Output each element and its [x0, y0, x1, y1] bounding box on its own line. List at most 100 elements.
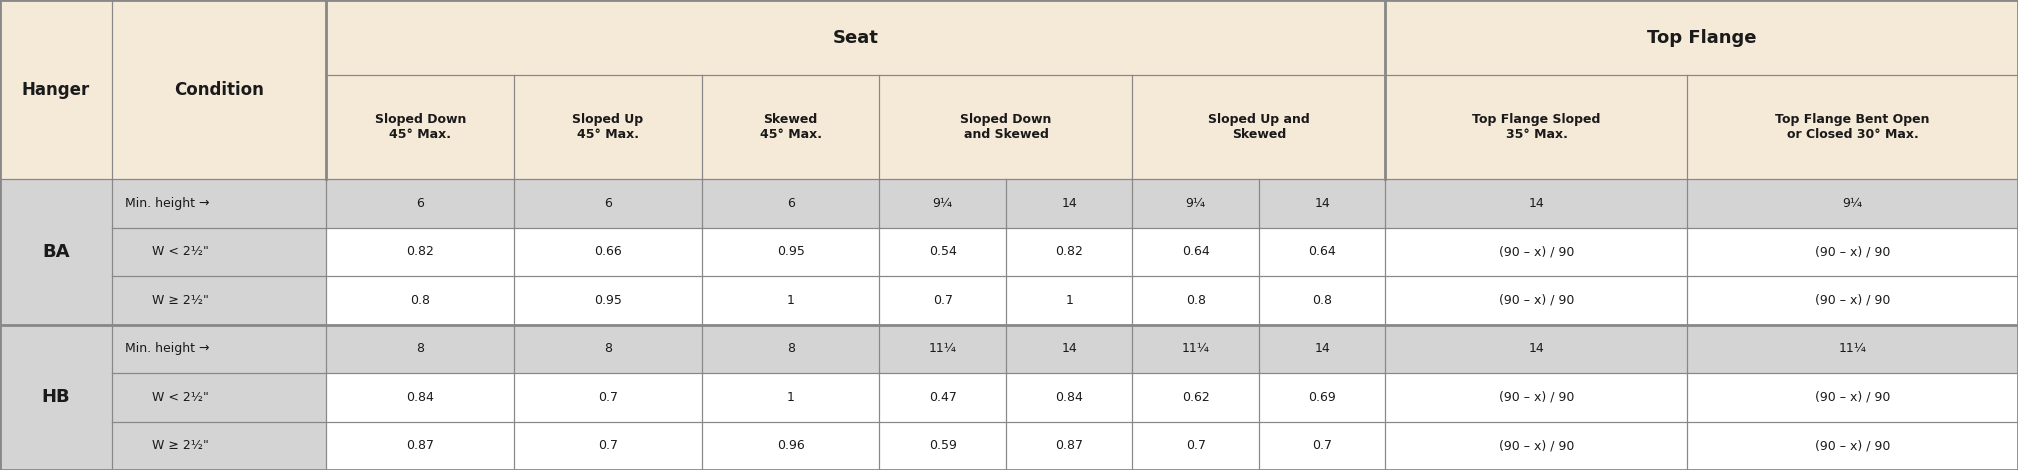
Text: 14: 14	[1314, 197, 1330, 210]
Bar	[1386, 325, 1687, 373]
Text: Sloped Up and
Skewed: Sloped Up and Skewed	[1209, 113, 1310, 141]
Text: Sloped Up
45° Max.: Sloped Up 45° Max.	[573, 113, 644, 141]
Text: 8: 8	[787, 342, 795, 355]
Bar	[1687, 325, 2018, 373]
Bar	[1132, 179, 1259, 228]
Bar	[880, 325, 1005, 373]
Text: 11¼: 11¼	[928, 342, 957, 355]
Text: 0.82: 0.82	[406, 245, 434, 258]
Bar	[702, 422, 880, 470]
Text: 1: 1	[1066, 294, 1074, 307]
Bar	[1005, 325, 1132, 373]
Text: Seat: Seat	[833, 29, 880, 47]
Text: 0.47: 0.47	[928, 391, 957, 404]
Text: 11¼: 11¼	[1838, 342, 1867, 355]
Text: W ≥ 2½": W ≥ 2½"	[153, 294, 210, 307]
Text: 0.7: 0.7	[1187, 439, 1205, 452]
Bar	[1132, 325, 1259, 373]
Bar	[515, 276, 702, 325]
Text: 9¼: 9¼	[932, 197, 952, 210]
Text: 0.95: 0.95	[777, 245, 805, 258]
Text: 0.66: 0.66	[593, 245, 622, 258]
Text: 9¼: 9¼	[1842, 197, 1863, 210]
Text: 0.7: 0.7	[1312, 439, 1332, 452]
Bar	[1132, 276, 1259, 325]
Bar	[1259, 179, 1386, 228]
Text: 0.54: 0.54	[928, 245, 957, 258]
Text: 0.7: 0.7	[597, 439, 618, 452]
Bar	[0, 179, 113, 325]
Text: 11¼: 11¼	[1183, 342, 1209, 355]
Text: 1: 1	[787, 294, 795, 307]
Bar	[880, 75, 1132, 179]
Bar	[1386, 0, 2018, 75]
Bar	[880, 373, 1005, 422]
Bar	[515, 373, 702, 422]
Text: (90 – x) / 90: (90 – x) / 90	[1499, 439, 1574, 452]
Text: 0.96: 0.96	[777, 439, 805, 452]
Text: W < 2½": W < 2½"	[153, 245, 210, 258]
Text: 6: 6	[787, 197, 795, 210]
Text: (90 – x) / 90: (90 – x) / 90	[1814, 439, 1891, 452]
Bar	[1687, 422, 2018, 470]
Text: 0.7: 0.7	[597, 391, 618, 404]
Bar	[1386, 228, 1687, 276]
Text: 0.64: 0.64	[1183, 245, 1209, 258]
Text: 0.59: 0.59	[928, 439, 957, 452]
Bar	[327, 422, 515, 470]
Bar	[1687, 228, 2018, 276]
Bar	[327, 179, 515, 228]
Bar	[1386, 179, 1687, 228]
Bar	[515, 75, 702, 179]
Bar	[113, 276, 327, 325]
Text: (90 – x) / 90: (90 – x) / 90	[1499, 294, 1574, 307]
Bar	[113, 228, 327, 276]
Bar	[880, 422, 1005, 470]
Text: Min. height →: Min. height →	[125, 342, 210, 355]
Bar	[1259, 276, 1386, 325]
Text: 0.87: 0.87	[406, 439, 434, 452]
Bar	[1259, 422, 1386, 470]
Bar	[113, 0, 327, 179]
Bar	[702, 276, 880, 325]
Text: 0.95: 0.95	[593, 294, 622, 307]
Text: BA: BA	[42, 243, 71, 261]
Text: 0.62: 0.62	[1183, 391, 1209, 404]
Bar	[880, 276, 1005, 325]
Bar	[1386, 422, 1687, 470]
Text: 6: 6	[603, 197, 611, 210]
Bar	[1386, 373, 1687, 422]
Bar	[113, 179, 327, 228]
Bar	[702, 179, 880, 228]
Text: 0.82: 0.82	[1055, 245, 1084, 258]
Bar	[1259, 373, 1386, 422]
Bar	[515, 422, 702, 470]
Text: 14: 14	[1528, 197, 1544, 210]
Text: (90 – x) / 90: (90 – x) / 90	[1499, 391, 1574, 404]
Text: 0.8: 0.8	[1187, 294, 1205, 307]
Text: (90 – x) / 90: (90 – x) / 90	[1814, 245, 1891, 258]
Text: 8: 8	[416, 342, 424, 355]
Text: Sloped Down
and Skewed: Sloped Down and Skewed	[961, 113, 1051, 141]
Bar	[1386, 75, 1687, 179]
Bar	[327, 276, 515, 325]
Bar	[702, 325, 880, 373]
Bar	[515, 228, 702, 276]
Text: Min. height →: Min. height →	[125, 197, 210, 210]
Text: HB: HB	[42, 388, 71, 407]
Text: 0.64: 0.64	[1308, 245, 1336, 258]
Bar	[1687, 373, 2018, 422]
Bar	[1132, 373, 1259, 422]
Bar	[1005, 179, 1132, 228]
Bar	[1132, 422, 1259, 470]
Bar	[1132, 75, 1386, 179]
Bar	[0, 325, 113, 470]
Bar	[113, 422, 327, 470]
Bar	[702, 75, 880, 179]
Text: 14: 14	[1528, 342, 1544, 355]
Text: 0.7: 0.7	[932, 294, 952, 307]
Text: 8: 8	[603, 342, 611, 355]
Text: 1: 1	[787, 391, 795, 404]
Bar	[0, 0, 113, 179]
Bar	[1386, 276, 1687, 325]
